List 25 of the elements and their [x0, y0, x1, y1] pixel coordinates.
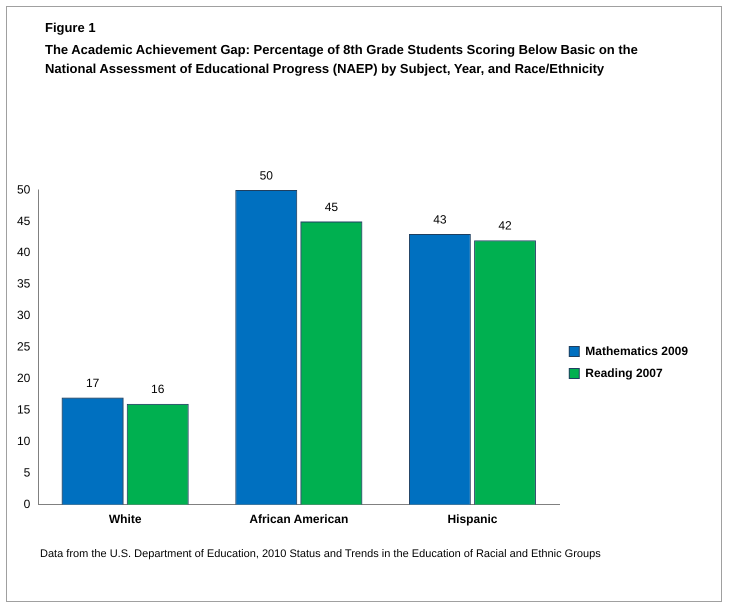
y-tick-label: 35 — [16, 276, 31, 291]
y-tick-label: 45 — [16, 214, 31, 228]
y-tick-label: 0 — [24, 496, 31, 511]
y-tick-label: 50 — [16, 182, 31, 196]
y-tick-label: 10 — [16, 434, 31, 448]
y-tick-label: 5 — [24, 465, 31, 480]
x-tick-label: Hispanic — [447, 512, 498, 526]
legend-label: Mathematics 2009 — [585, 344, 688, 358]
y-tick-label: 25 — [16, 340, 31, 354]
chart-subtitle: The Academic Achievement Gap: Percentage of 8th Grade Students Scoring Below Basic on the National Assessment of Educational Progress (NAEP) by Subject, Year, and Race/Ethnicity — [45, 41, 639, 78]
y-tick-label: 20 — [16, 371, 31, 386]
text: Data from the U.S. Department of Education, 2010 Status and Trends in the Education of Racial and Ethnic Groups — [40, 548, 601, 560]
data-label: 50 — [260, 168, 274, 182]
data-label: 16 — [151, 382, 165, 396]
y-tick-label: 15 — [16, 402, 31, 417]
data-label: 17 — [86, 376, 100, 390]
data-label: 42 — [498, 218, 512, 233]
data-label: 45 — [324, 200, 338, 214]
x-tick-label: African American — [249, 512, 348, 526]
x-tick-label: White — [108, 512, 142, 526]
legend-label: Reading 2007 — [585, 366, 663, 380]
chart-title: Figure 1 — [45, 20, 96, 35]
y-tick-label: 30 — [16, 308, 31, 322]
data-label: 43 — [433, 212, 447, 226]
y-tick-label: 40 — [16, 245, 31, 260]
